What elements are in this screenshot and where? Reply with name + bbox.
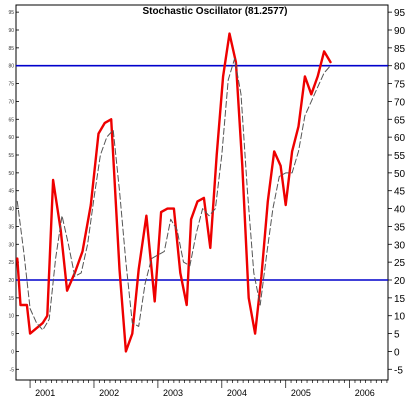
y-tick-label-right: 70 (394, 97, 406, 108)
y-tick-label-left: 70 (8, 99, 14, 105)
y-tick-label-left: -5 (10, 367, 15, 373)
y-tick-label-right: -5 (394, 365, 403, 376)
series-line-solid (16, 32, 332, 353)
y-tick-label-right: 25 (394, 258, 406, 269)
y-tick-label-left: 85 (8, 46, 14, 52)
y-tick-label-right: 45 (394, 187, 406, 198)
y-tick-label-right: 75 (394, 80, 406, 91)
y-tick-label-left: 95 (8, 10, 14, 16)
y-tick-label-left: 10 (8, 314, 14, 320)
y-tick-label-left: 50 (8, 171, 14, 177)
y-tick-label-right: 55 (394, 151, 406, 162)
y-tick-label-right: 0 (394, 347, 400, 358)
y-tick-label-right: 40 (394, 205, 406, 216)
y-tick-label-left: 20 (8, 278, 14, 284)
x-tick-label: 2002 (99, 388, 119, 398)
chart-title: Stochastic Oscillator (81.2577) (142, 6, 287, 17)
y-tick-label-right: 50 (394, 169, 406, 180)
y-tick-label-left: 25 (8, 260, 14, 266)
y-tick-label-right: 95 (394, 8, 406, 19)
y-tick-label-right: 60 (394, 133, 406, 144)
y-tick-label-left: 35 (8, 224, 14, 230)
y-tick-label-right: 15 (394, 294, 406, 305)
y-tick-label-left: 15 (8, 296, 14, 302)
y-tick-label-right: 30 (394, 240, 406, 251)
y-tick-label-left: 45 (8, 189, 14, 195)
x-tick-label: 2003 (163, 388, 183, 398)
y-tick-label-left: 55 (8, 153, 14, 159)
y-tick-label-right: 85 (394, 44, 406, 55)
y-tick-label-left: 5 (11, 332, 14, 338)
y-tick-label-left: 65 (8, 117, 14, 123)
y-tick-label-right: 20 (394, 276, 406, 287)
x-tick-label: 2001 (35, 388, 55, 398)
y-tick-label-left: 90 (8, 28, 14, 34)
y-tick-label-left: 75 (8, 82, 14, 88)
y-tick-label-left: 40 (8, 207, 14, 213)
y-tick-label-right: 10 (394, 312, 406, 323)
x-tick-label: 2006 (355, 388, 375, 398)
y-tick-label-left: 30 (8, 242, 14, 248)
y-tick-label-right: 65 (394, 115, 406, 126)
y-tick-label-right: 90 (394, 26, 406, 37)
plot-frame (15, 4, 389, 381)
y-tick-label-left: 60 (8, 135, 14, 141)
x-tick-label: 2004 (227, 388, 247, 398)
y-tick-label-right: 35 (394, 222, 406, 233)
y-tick-label-left: 0 (11, 349, 14, 355)
y-tick-label-left: 80 (8, 64, 14, 70)
y-tick-label-right: 80 (394, 62, 406, 73)
x-tick-label: 2005 (291, 388, 311, 398)
y-tick-label-right: 5 (394, 330, 400, 341)
series-line-dashed (16, 58, 331, 331)
